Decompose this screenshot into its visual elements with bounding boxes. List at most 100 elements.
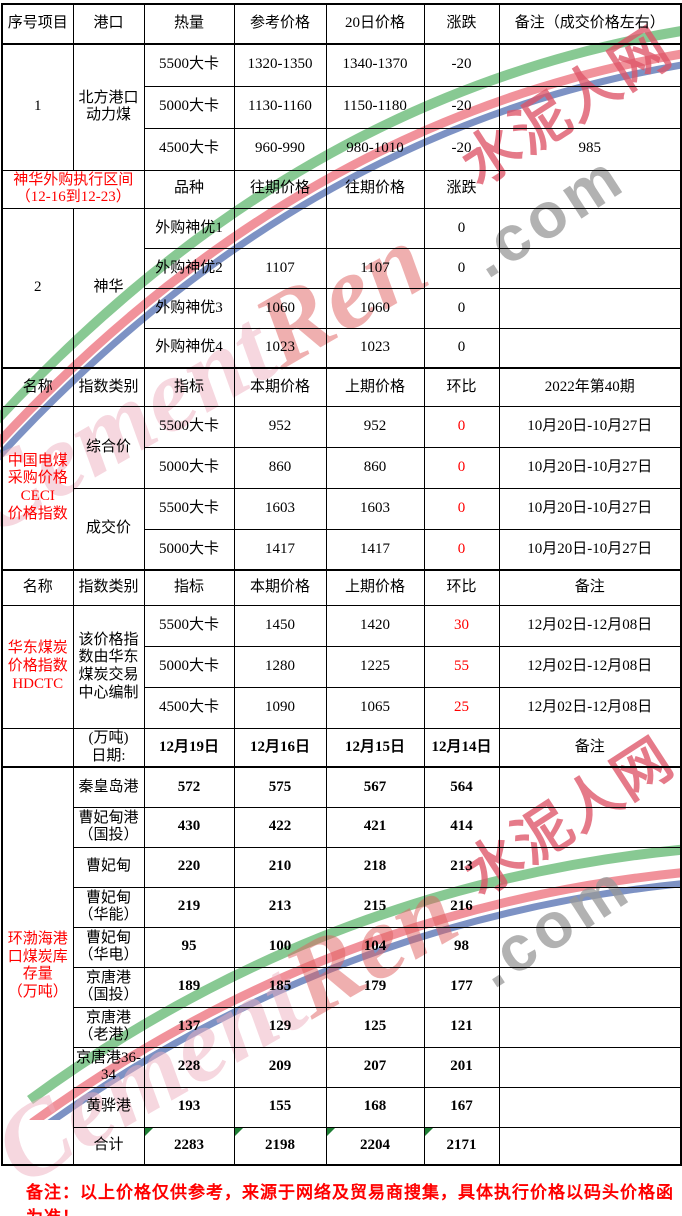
mom-cell: 0: [423, 405, 500, 448]
port-name-cell: 黄骅港: [72, 1086, 145, 1128]
inventory-value-cell: 100: [233, 926, 327, 968]
current-price-cell: 1090: [233, 686, 327, 729]
remark-cell: [498, 207, 682, 249]
period-cell: 10月20日-10月27日: [498, 487, 682, 530]
ceci-index-name: 中国电煤采购价格 CECI 价格指数: [1, 405, 74, 571]
previous-price-cell: 1065: [325, 686, 425, 729]
shenhua-range-label: 神华外购执行区间 （12-16到12-23）: [1, 169, 145, 209]
indicator-cell: 5500大卡: [143, 604, 235, 647]
date-col-header: 12月14日: [423, 727, 500, 769]
col-header-variety: 品种: [143, 169, 235, 209]
inventory-label-line2: （万吨）: [7, 983, 68, 1000]
inventory-value-cell: 210: [233, 846, 327, 888]
col-header-20day-price: 20日价格: [325, 3, 425, 45]
table-row: 5000大卡 1417 1417 0 10月20日-10月27日: [2, 528, 682, 571]
remark-cell: [498, 1086, 682, 1128]
indicator-cell: 5000大卡: [143, 446, 235, 489]
remark-cell: [498, 85, 682, 129]
col-header-prev-price: 往期价格: [233, 169, 327, 209]
shenhua-range-line1: 神华外购执行区间: [13, 171, 134, 188]
port-name-cell: 秦皇岛港: [72, 766, 145, 808]
change-cell: 0: [423, 327, 500, 369]
col-header-port: 港口: [72, 3, 145, 45]
col-header-remark: 备注: [498, 727, 682, 769]
inventory-total-cell: 2204: [325, 1126, 425, 1166]
indicator-cell: 4500大卡: [143, 686, 235, 729]
col-header-current-price: 本期价格: [233, 367, 327, 407]
inventory-value-cell: 218: [325, 846, 425, 888]
table-row: 环渤海港口煤炭库存量 （万吨） 秦皇岛港 572 575 567 564: [1, 766, 682, 1166]
total-row: 合计 2283 2198 2204 2171: [2, 1126, 682, 1166]
table-row: 曹妃甸港（国投） 430 422 421 414: [2, 806, 682, 848]
seq-cell: 1: [1, 43, 74, 171]
day20-price-cell: 1340-1370: [325, 43, 425, 87]
hdctc-index-name: 华东煤炭价格指数 HDCTC: [1, 604, 74, 729]
col-header-seq: 序号项目: [1, 3, 74, 45]
empty-cell: [1, 727, 74, 769]
previous-price-cell: 1420: [325, 604, 425, 647]
previous-price-cell: 1603: [325, 487, 425, 530]
inventory-value-cell: 155: [233, 1086, 327, 1128]
remark-cell: [498, 766, 682, 808]
col-header-remark: 备注: [498, 569, 682, 606]
heat-cell: 5000大卡: [143, 85, 235, 129]
inventory-value-cell: 207: [325, 1046, 425, 1088]
remark-cell: [498, 1126, 682, 1166]
period-cell: 10月20日-10月27日: [498, 405, 682, 448]
col-header-name: 名称: [1, 569, 74, 606]
prev-price-cell: 1060: [233, 287, 327, 329]
inventory-label-line1: 环渤海港口煤炭库存量: [7, 930, 68, 983]
current-price-cell: 1417: [233, 528, 327, 571]
period-cell: 12月02日-12月08日: [498, 604, 682, 647]
col-header-previous-price: 上期价格: [325, 367, 425, 407]
period-cell: 12月02日-12月08日: [498, 645, 682, 688]
prev-price-cell: 1107: [325, 247, 425, 289]
inventory-value-cell: 167: [423, 1086, 500, 1128]
col-header-remark: 备注（成交价格左右）: [498, 3, 682, 45]
day20-price-cell: 1150-1180: [325, 85, 425, 129]
inventory-unit-label: (万吨): [88, 729, 129, 746]
change-cell: -20: [423, 43, 500, 87]
previous-price-cell: 1417: [325, 528, 425, 571]
mom-cell: 0: [423, 528, 500, 571]
remark-cell: [498, 926, 682, 968]
table-row: 中国电煤采购价格 CECI 价格指数 综合价 5500大卡 952 952 0 …: [1, 405, 682, 571]
ref-price-cell: 1320-1350: [233, 43, 327, 87]
mom-cell: 0: [423, 446, 500, 489]
inventory-total-cell: 2283: [143, 1126, 235, 1166]
col-header-change: 涨跌: [423, 169, 500, 209]
change-cell: -20: [423, 127, 500, 171]
variety-cell: 外购神优3: [143, 287, 235, 329]
prev-price-cell: 1060: [325, 287, 425, 329]
col-header-name: 名称: [1, 367, 74, 407]
inventory-value-cell: 168: [325, 1086, 425, 1128]
section3-header-row: 名称 指数类别 指标 本期价格 上期价格 环比 2022年第40期: [1, 367, 682, 407]
remark-cell: [498, 247, 682, 289]
col-header-index-type: 指数类别: [72, 367, 145, 407]
supplier-cell: 神华: [72, 207, 145, 369]
inventory-value-cell: 104: [325, 926, 425, 968]
remark-cell: [498, 287, 682, 329]
indicator-cell: 5500大卡: [143, 487, 235, 530]
seq-cell: 2: [1, 207, 74, 369]
table-row: 曹妃甸（华能） 219 213 215 216: [2, 886, 682, 928]
table-row: 京唐港（老港） 137 129 125 121: [2, 1006, 682, 1048]
date-col-header: 12月15日: [325, 727, 425, 769]
mom-cell: 30: [423, 604, 500, 647]
mom-cell: 25: [423, 686, 500, 729]
inventory-total-cell: 2171: [423, 1126, 500, 1166]
ref-price-cell: 960-990: [233, 127, 327, 171]
port-name-cell: 京唐港（国投）: [72, 966, 145, 1008]
period-cell: 10月20日-10月27日: [498, 528, 682, 571]
col-header-index-type: 指数类别: [72, 569, 145, 606]
section4-header-row: 名称 指数类别 指标 本期价格 上期价格 环比 备注: [1, 569, 682, 606]
mom-cell: 55: [423, 645, 500, 688]
inventory-value-cell: 430: [143, 806, 235, 848]
day20-price-cell: 980-1010: [325, 127, 425, 171]
total-label-cell: 合计: [72, 1126, 145, 1166]
col-header-indicator: 指标: [143, 569, 235, 606]
remark-cell: 985: [498, 127, 682, 171]
period-cell: 12月02日-12月08日: [498, 686, 682, 729]
inventory-value-cell: 567: [325, 766, 425, 808]
